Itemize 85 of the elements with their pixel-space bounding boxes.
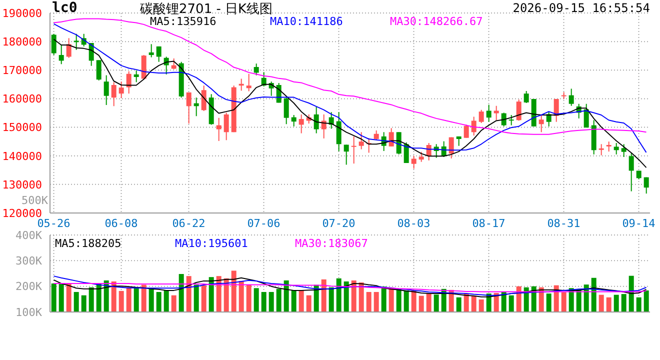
- annotation: 2026-09-15 16:55:54: [512, 1, 650, 15]
- x-tick-label: 06-22: [172, 217, 206, 230]
- candlestick: [478, 109, 484, 124]
- candlestick: [358, 132, 364, 150]
- candlestick: [74, 33, 79, 50]
- x-tick-label: 06-08: [104, 217, 138, 230]
- text: MA30:148266.67: [390, 15, 484, 28]
- candlestick: [58, 44, 64, 65]
- y-tick-label: 180000: [2, 35, 42, 48]
- candlestick: [508, 114, 514, 126]
- text: 500K: [20, 194, 48, 207]
- candlestick: [148, 44, 154, 58]
- x-tick-label: 08-03: [397, 217, 430, 230]
- x-tick-label: 07-20: [322, 217, 356, 230]
- candlestick: [411, 155, 416, 170]
- x-tick-label: 09-14: [622, 217, 656, 230]
- candlestick: [584, 103, 589, 128]
- candlestick: [254, 63, 259, 76]
- annotation: lc0: [52, 0, 78, 16]
- candlestick: [351, 136, 356, 164]
- candlestick: [628, 152, 634, 192]
- x-tick-label: 08-17: [472, 217, 506, 230]
- candlestick: [501, 112, 506, 127]
- candlestick: [111, 82, 116, 107]
- chart-title: 碳酸锂2701 - 日K线图: [140, 1, 273, 17]
- y-tick-label: 160000: [2, 92, 42, 106]
- candlestick: [186, 92, 192, 124]
- candlestick: [606, 141, 612, 152]
- candlestick: [546, 111, 552, 127]
- text: MA30:183067: [295, 237, 369, 250]
- candlestick: [516, 99, 522, 122]
- line-series: [53, 18, 647, 135]
- candlestick: [471, 116, 476, 136]
- y-tick-label: 300K: [16, 254, 42, 268]
- text: MA10:195601: [175, 237, 249, 250]
- candlestick: [644, 176, 649, 194]
- candlestick: [524, 90, 529, 104]
- y-tick-label: 100K: [16, 306, 42, 319]
- candlestick: [568, 88, 574, 106]
- candlestick: [141, 54, 146, 80]
- candlestick: [126, 70, 132, 94]
- line-series: [53, 283, 647, 292]
- y-tick-label: 130000: [2, 178, 42, 192]
- text: MA5:188205: [55, 237, 122, 250]
- candlestick: [246, 73, 252, 92]
- candlestick: [374, 130, 379, 140]
- candlestick: [598, 144, 604, 156]
- x-tick-label: 07-06: [247, 217, 280, 230]
- x-tick-label: 08-31: [547, 217, 580, 230]
- y-tick-label: 150000: [2, 121, 42, 134]
- y-tick-label: 200K: [16, 280, 42, 294]
- candlestick: [291, 114, 296, 127]
- candlestick: [216, 117, 222, 142]
- candlestick: [418, 151, 424, 162]
- y-tick-label: 190000: [2, 6, 42, 20]
- candlestick: [486, 104, 492, 122]
- candlestick: [156, 46, 162, 62]
- candlestick: [388, 128, 394, 147]
- candlestick: [224, 112, 229, 141]
- candlestick: [104, 74, 109, 106]
- candlestick: [298, 114, 304, 134]
- candlestick: [314, 106, 319, 134]
- candlestick: [321, 114, 326, 139]
- text: MA5:135916: [150, 15, 218, 28]
- candlestick: [201, 85, 206, 112]
- candlestick: [134, 70, 139, 83]
- candlestick: [336, 112, 342, 152]
- y-tick-label: 140000: [2, 150, 42, 163]
- y-tick-label: 120000: [2, 206, 42, 220]
- candlestick: [344, 144, 349, 166]
- candlestick: [118, 81, 124, 99]
- y-tick-label: 170000: [2, 64, 42, 78]
- line-series: [53, 38, 647, 168]
- x-tick-label: 05-26: [37, 217, 70, 230]
- candlestick: [538, 114, 544, 133]
- candlestick: [494, 105, 499, 121]
- candlestick: [621, 144, 626, 158]
- candlestick: [614, 142, 619, 155]
- text: MA10:141186: [270, 15, 344, 28]
- candlestick: [51, 33, 56, 56]
- candlestick: [284, 97, 289, 125]
- candlestick: [464, 124, 469, 138]
- candlestick: [96, 60, 102, 81]
- y-tick-label: 400K: [16, 228, 42, 242]
- candlestick: [66, 38, 72, 58]
